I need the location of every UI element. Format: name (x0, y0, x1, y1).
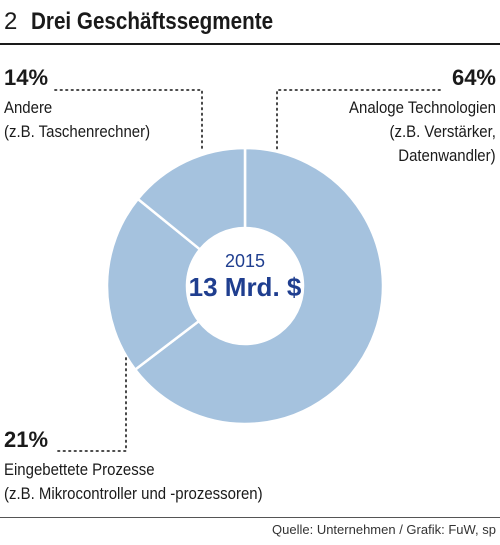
leader-analog (276, 89, 441, 153)
footer-rule (0, 517, 500, 518)
segment-embedded-example: (z.B. Mikrocontroller und -prozessoren) (4, 484, 263, 503)
chart-title: Drei Geschäftssegmente (31, 8, 274, 35)
chart-header: 2 Drei Geschäftssegmente (4, 8, 313, 38)
segment-andere-label: Andere (4, 98, 53, 117)
center-total: 13 Mrd. $ (188, 272, 302, 302)
header-rule (0, 43, 500, 45)
leader-andere (54, 89, 203, 153)
leader-lines (54, 89, 441, 452)
leader-embedded (57, 356, 127, 452)
donut-slices (105, 146, 385, 426)
source-credit: Quelle: Unternehmen / Grafik: FuW, sp (272, 522, 496, 537)
segment-embedded-label: Eingebettete Prozesse (4, 460, 155, 479)
segment-analog-example-2: Datenwandler) (398, 146, 496, 165)
center-year: 2015 (224, 251, 266, 271)
segment-andere-example: (z.B. Taschenrechner) (4, 122, 151, 141)
slice-andere (136, 146, 247, 252)
segment-andere-pct: 14% (4, 65, 49, 90)
donut-center-label: 2015 13 Mrd. $ (170, 250, 320, 302)
segment-analog-label: Analoge Technologien (349, 98, 496, 117)
chart-number: 2 (4, 8, 18, 35)
slice-analog (133, 146, 385, 426)
segment-embedded-pct: 21% (4, 427, 49, 452)
slice-embedded (105, 197, 202, 372)
segment-analog-pct: 64% (451, 65, 496, 90)
segment-analog-example: (z.B. Verstärker, (389, 122, 496, 141)
